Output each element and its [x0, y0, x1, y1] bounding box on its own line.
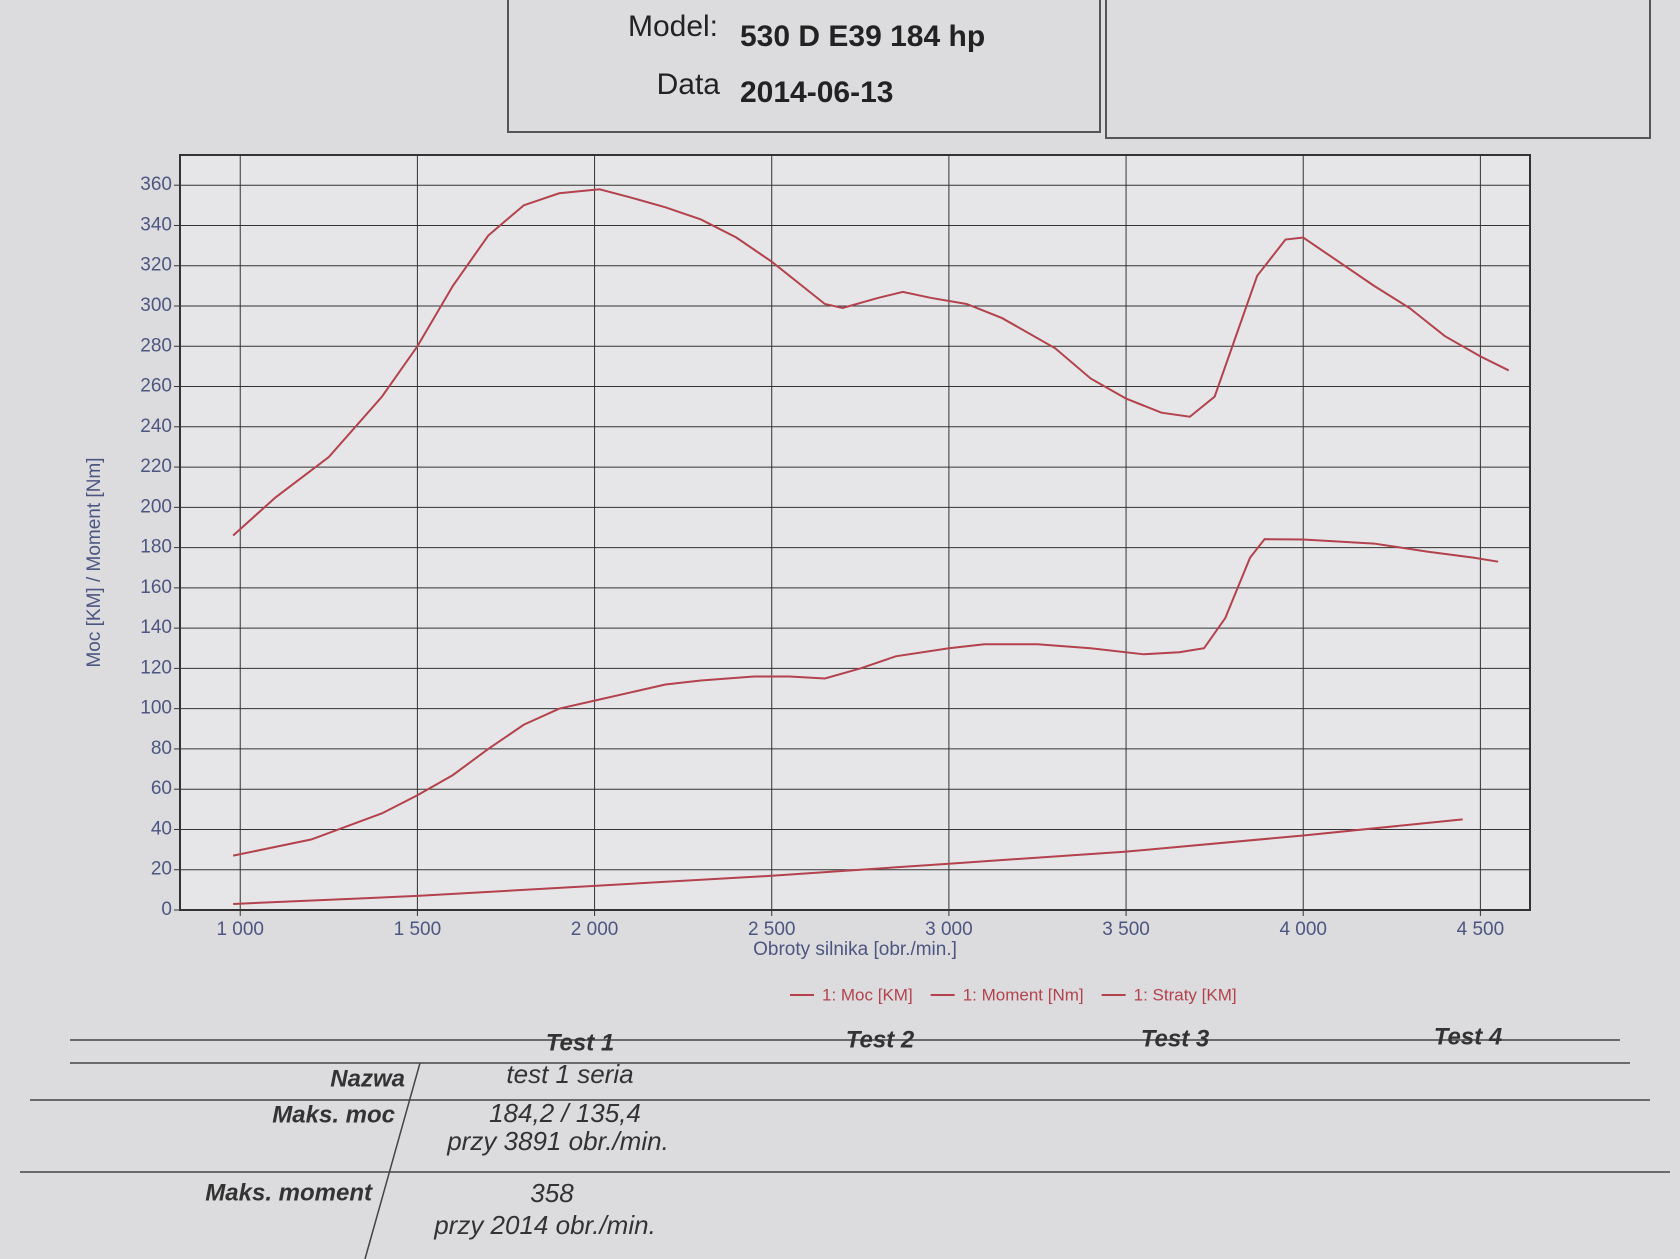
- results-table: [20, 1039, 1670, 1259]
- row-label: Maks. moc: [272, 1101, 395, 1128]
- table-column: Test 1: [546, 1029, 614, 1056]
- y-tick-label: 280: [140, 335, 172, 356]
- x-axis-label: Obroty silnika [obr./min.]: [753, 939, 957, 960]
- table-column: Test 2: [846, 1026, 915, 1053]
- plot-area: [179, 154, 1531, 911]
- y-tick-label: 0: [161, 899, 172, 920]
- date: 2014-06-13: [740, 76, 893, 109]
- y-tick-label: 360: [140, 174, 172, 195]
- series-line: [232, 538, 1499, 857]
- model: 530 D E39 184 hp: [740, 20, 985, 53]
- legend-label: 1: Straty [KM]: [1134, 985, 1237, 1004]
- y-tick-label: 300: [140, 295, 172, 316]
- y-tick-label: 100: [140, 698, 172, 719]
- header-box: [1105, 0, 1651, 139]
- y-tick-label: 40: [151, 818, 172, 839]
- table-column: Test 4: [1434, 1023, 1502, 1050]
- table-cell: przy 3891 obr./min.: [446, 1126, 669, 1156]
- y-axis-label: Moc [KM] / Moment [Nm]: [84, 457, 105, 667]
- y-tick-label: 80: [151, 738, 172, 759]
- table-column: Test 3: [1141, 1025, 1210, 1052]
- row-label: Nazwa: [330, 1065, 405, 1092]
- y-tick-label: 180: [140, 537, 172, 558]
- table-cell: 184,2 / 135,4: [489, 1098, 641, 1128]
- row-label: Maks. moment: [205, 1179, 373, 1206]
- x-tick-label: 3 500: [1102, 919, 1150, 940]
- y-tick-label: 320: [140, 255, 172, 276]
- y-tick-label: 140: [140, 617, 172, 638]
- y-tick-label: 340: [140, 214, 172, 235]
- table-cell: 358: [530, 1178, 574, 1208]
- date-label: Data: [657, 68, 721, 101]
- legend-label: 1: Moc [KM]: [822, 985, 913, 1004]
- model-label: Model:: [628, 10, 718, 43]
- x-tick-label: 3 000: [925, 919, 973, 940]
- legend-label: 1: Moment [Nm]: [963, 985, 1084, 1004]
- x-tick-label: 1 000: [216, 919, 264, 940]
- y-tick-label: 260: [140, 376, 172, 397]
- series-line: [233, 818, 1463, 905]
- x-tick-label: 2 500: [748, 919, 796, 940]
- y-tick-label: 200: [140, 496, 172, 517]
- table-rule: [364, 1062, 421, 1259]
- x-tick-label: 4 500: [1457, 919, 1505, 940]
- y-tick-label: 160: [140, 577, 172, 598]
- y-tick-label: 60: [151, 778, 172, 799]
- series-line: [232, 188, 1510, 537]
- x-tick-label: 1 500: [394, 919, 442, 940]
- table-cell: test 1 seria: [506, 1059, 633, 1089]
- y-tick-label: 220: [140, 456, 172, 477]
- y-tick-label: 240: [140, 416, 172, 437]
- x-tick-label: 4 000: [1279, 919, 1327, 940]
- header-box: [507, 0, 1101, 133]
- y-tick-label: 20: [151, 859, 172, 880]
- x-tick-label: 2 000: [571, 919, 619, 940]
- table-cell: przy 2014 obr./min.: [433, 1210, 656, 1240]
- y-tick-label: 120: [140, 657, 172, 678]
